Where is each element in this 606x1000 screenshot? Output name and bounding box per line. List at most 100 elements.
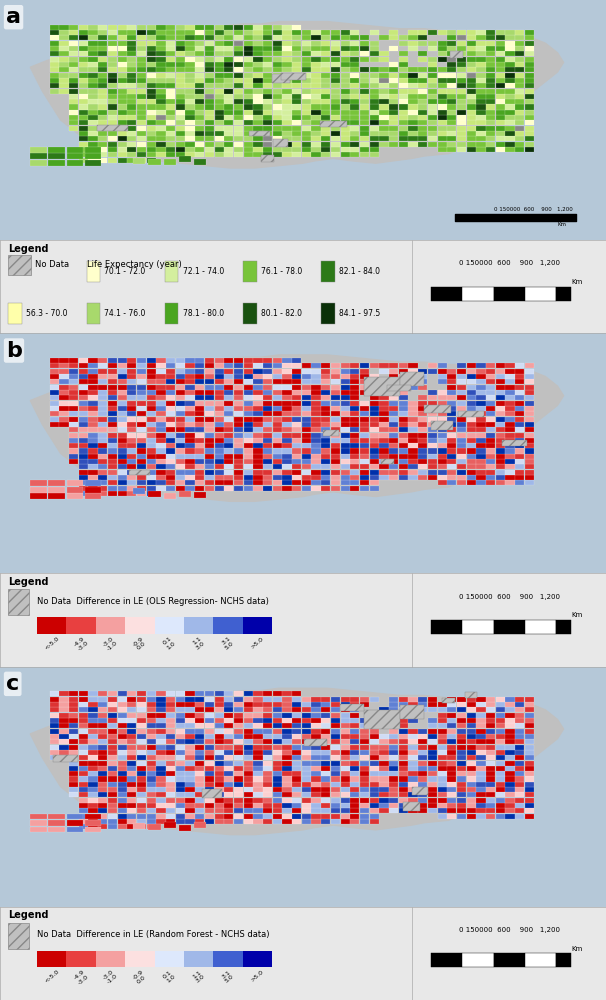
Bar bbox=[215, 814, 224, 819]
Bar bbox=[486, 110, 495, 115]
Bar bbox=[360, 776, 369, 782]
Bar bbox=[331, 46, 340, 51]
Bar bbox=[311, 480, 321, 485]
Bar bbox=[118, 475, 127, 480]
Bar bbox=[205, 374, 214, 379]
Bar bbox=[486, 470, 495, 475]
Bar bbox=[438, 46, 447, 51]
Bar bbox=[476, 147, 485, 152]
Bar bbox=[79, 480, 88, 485]
Bar bbox=[253, 771, 262, 776]
Bar bbox=[205, 99, 214, 104]
Bar bbox=[108, 422, 117, 427]
Bar bbox=[205, 475, 214, 480]
Bar bbox=[176, 734, 185, 739]
Bar bbox=[147, 411, 156, 416]
Bar bbox=[496, 78, 505, 83]
Bar bbox=[505, 750, 514, 755]
Bar bbox=[282, 433, 291, 438]
Bar bbox=[379, 401, 388, 406]
Bar bbox=[467, 115, 476, 120]
Bar bbox=[69, 41, 78, 46]
Bar bbox=[428, 755, 437, 760]
Bar bbox=[176, 83, 185, 88]
Bar bbox=[350, 713, 359, 718]
Bar bbox=[467, 755, 476, 760]
Bar bbox=[176, 363, 185, 368]
Bar bbox=[525, 803, 534, 808]
Bar bbox=[399, 750, 408, 755]
Bar bbox=[379, 136, 388, 141]
Bar bbox=[282, 374, 291, 379]
Bar bbox=[185, 57, 195, 62]
Bar bbox=[389, 363, 398, 368]
Bar bbox=[244, 41, 253, 46]
Bar bbox=[350, 99, 359, 104]
Bar bbox=[505, 110, 514, 115]
Bar bbox=[67, 160, 83, 166]
Bar bbox=[486, 448, 495, 454]
Bar bbox=[185, 808, 195, 813]
Bar bbox=[234, 89, 243, 94]
Bar bbox=[496, 776, 505, 782]
Bar bbox=[311, 808, 321, 813]
Bar bbox=[79, 390, 88, 395]
Bar bbox=[166, 803, 175, 808]
Bar bbox=[147, 787, 156, 792]
Bar bbox=[505, 406, 514, 411]
Bar bbox=[244, 782, 253, 787]
Bar bbox=[282, 697, 291, 702]
Bar bbox=[263, 792, 272, 797]
Bar bbox=[556, 287, 571, 301]
Bar bbox=[69, 438, 78, 443]
Bar bbox=[399, 729, 408, 734]
Bar bbox=[408, 369, 418, 374]
Bar bbox=[88, 486, 98, 491]
Bar bbox=[311, 120, 321, 125]
Bar bbox=[360, 475, 369, 480]
Bar bbox=[137, 771, 146, 776]
Bar bbox=[282, 104, 291, 110]
Bar bbox=[69, 57, 78, 62]
Bar bbox=[195, 766, 204, 771]
Bar bbox=[408, 41, 418, 46]
Bar bbox=[195, 401, 204, 406]
Bar bbox=[127, 363, 136, 368]
Bar bbox=[69, 739, 78, 744]
Bar bbox=[79, 417, 88, 422]
Bar bbox=[215, 486, 224, 491]
Bar bbox=[447, 433, 456, 438]
Bar bbox=[195, 761, 204, 766]
Bar bbox=[166, 152, 175, 157]
Bar bbox=[205, 433, 214, 438]
Bar bbox=[418, 104, 427, 110]
Bar bbox=[50, 395, 59, 400]
Bar bbox=[176, 406, 185, 411]
Bar bbox=[88, 443, 98, 448]
Bar bbox=[98, 491, 107, 496]
Bar bbox=[156, 723, 165, 728]
Bar bbox=[321, 787, 330, 792]
Bar bbox=[147, 734, 156, 739]
Bar bbox=[467, 104, 476, 110]
Bar bbox=[525, 782, 534, 787]
Bar bbox=[234, 480, 243, 485]
Bar bbox=[243, 261, 257, 282]
Bar bbox=[59, 51, 68, 56]
Bar bbox=[50, 46, 59, 51]
Bar bbox=[147, 46, 156, 51]
Bar bbox=[302, 702, 311, 707]
Bar bbox=[253, 57, 262, 62]
Bar bbox=[486, 131, 495, 136]
Bar bbox=[234, 35, 243, 40]
Bar bbox=[244, 475, 253, 480]
Bar bbox=[205, 782, 214, 787]
Bar bbox=[224, 390, 233, 395]
Bar bbox=[253, 115, 262, 120]
Bar bbox=[476, 459, 485, 464]
Bar bbox=[108, 491, 117, 496]
Bar bbox=[234, 417, 243, 422]
Bar bbox=[341, 406, 350, 411]
Bar bbox=[263, 99, 272, 104]
Bar bbox=[476, 771, 485, 776]
